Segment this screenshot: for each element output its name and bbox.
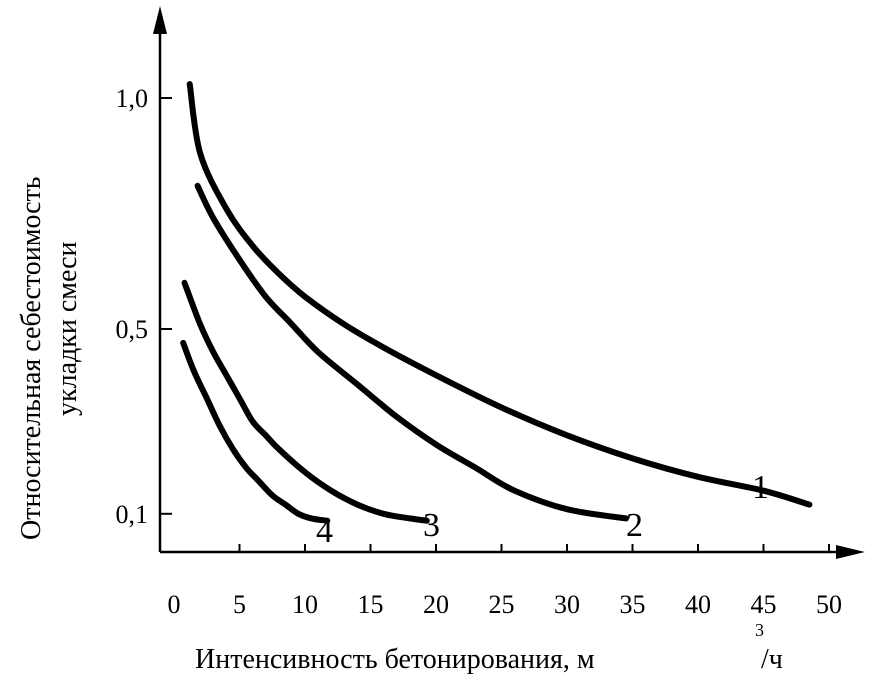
x-axis-title-unit: /ч: [761, 644, 783, 675]
curves: [180, 81, 813, 524]
x-axis-title-main: Интенсивность бетонирования, м: [195, 644, 595, 675]
x-axis-title: Интенсивность бетонирования, м: [195, 644, 595, 675]
x-tick-label: 40: [685, 590, 711, 619]
y-ticks: 0,1 0,5 1,0: [116, 84, 172, 529]
series-label-2: 2: [626, 507, 643, 544]
series-line-3: [181, 279, 430, 524]
series-line-1: [186, 81, 813, 508]
series-label-4: 4: [316, 513, 333, 550]
y-tick-label: 0,1: [116, 500, 149, 529]
x-tick-label: 15: [358, 590, 384, 619]
x-tick-label: 5: [233, 590, 246, 619]
series-label-3: 3: [423, 507, 440, 544]
series-label-1: 1: [752, 469, 769, 506]
series-line-4: [180, 339, 331, 524]
x-ticks: 0 5 10 15 20 25 30 35 40 45 50: [168, 544, 842, 619]
x-tick-label: 10: [292, 590, 318, 619]
x-axis-title-exponent: 3: [755, 620, 764, 640]
x-tick-label: 25: [489, 590, 515, 619]
y-tick-label: 0,5: [116, 315, 149, 344]
x-tick-label: 50: [816, 590, 842, 619]
y-tick-label: 1,0: [116, 84, 149, 113]
y-axis-arrow: [153, 6, 167, 34]
x-tick-label: 35: [620, 590, 646, 619]
x-axis-arrow: [836, 545, 865, 559]
y-axis-title-line2: укладки смеси: [52, 241, 83, 416]
x-tick-label: 20: [423, 590, 449, 619]
y-axis-title-line1: Относительная себестоимость: [16, 176, 47, 540]
x-tick-label: 0: [168, 590, 181, 619]
x-tick-label: 30: [554, 590, 580, 619]
series-line-2: [194, 182, 629, 522]
x-tick-label: 45: [751, 590, 777, 619]
